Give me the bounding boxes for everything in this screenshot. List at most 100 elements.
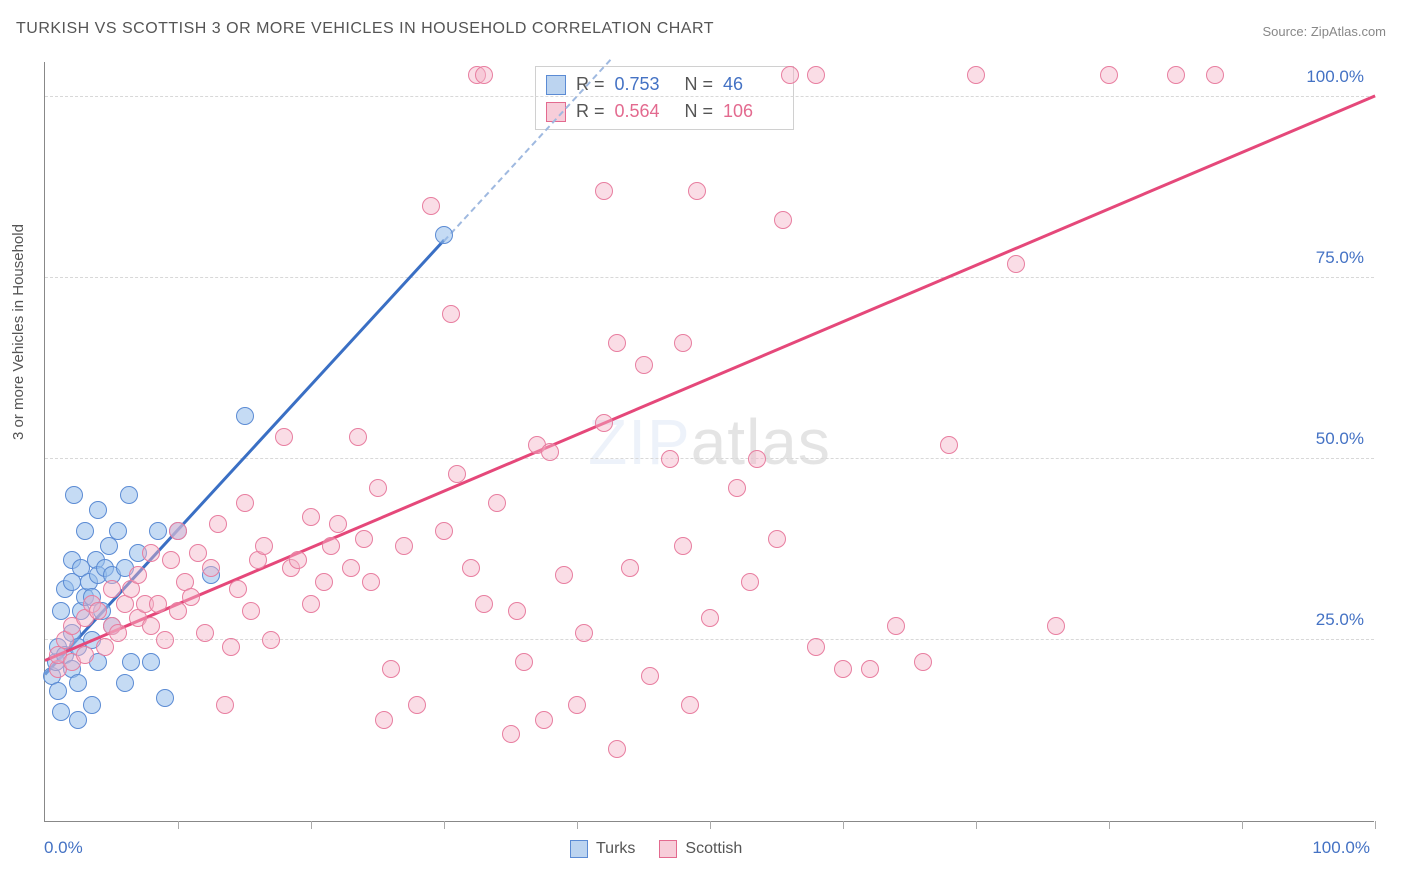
scatter-point: [156, 689, 174, 707]
x-tick: [1375, 821, 1376, 829]
scatter-point: [382, 660, 400, 678]
scatter-point: [575, 624, 593, 642]
scatter-point: [661, 450, 679, 468]
x-tick: [1242, 821, 1243, 829]
scatter-point: [189, 544, 207, 562]
scatter-point: [608, 334, 626, 352]
scatter-point: [448, 465, 466, 483]
scatter-point: [236, 494, 254, 512]
n-label: N =: [685, 98, 714, 125]
scatter-point: [142, 617, 160, 635]
scatter-point: [89, 501, 107, 519]
scatter-point: [422, 197, 440, 215]
scatter-point: [608, 740, 626, 758]
scatter-point: [142, 653, 160, 671]
scatter-point: [595, 414, 613, 432]
scatter-point: [555, 566, 573, 584]
scatter-point: [96, 638, 114, 656]
scatter-point: [674, 537, 692, 555]
y-tick-label: 100.0%: [1306, 67, 1364, 87]
x-tick: [178, 821, 179, 829]
scatter-point: [362, 573, 380, 591]
scatter-point: [76, 522, 94, 540]
scatter-point: [595, 182, 613, 200]
source-label: Source: ZipAtlas.com: [1262, 24, 1386, 39]
legend-swatch: [570, 840, 588, 858]
scatter-point: [568, 696, 586, 714]
scatter-point: [1206, 66, 1224, 84]
scatter-point: [488, 494, 506, 512]
gridline: [45, 96, 1374, 97]
scatter-point: [76, 646, 94, 664]
scatter-point: [329, 515, 347, 533]
y-tick-label: 25.0%: [1316, 610, 1364, 630]
scatter-point: [242, 602, 260, 620]
scatter-point: [69, 711, 87, 729]
scatter-point: [502, 725, 520, 743]
scatter-point: [149, 595, 167, 613]
scatter-point: [688, 182, 706, 200]
scatter-point: [229, 580, 247, 598]
scatter-point: [89, 602, 107, 620]
scatter-point: [741, 573, 759, 591]
scatter-point: [109, 522, 127, 540]
scatter-point: [967, 66, 985, 84]
legend-bottom-item: Turks: [570, 840, 635, 858]
scatter-point: [375, 711, 393, 729]
scatter-point: [914, 653, 932, 671]
scatter-point: [748, 450, 766, 468]
scatter-point: [169, 522, 187, 540]
scatter-point: [120, 486, 138, 504]
trend-line: [443, 59, 611, 241]
scatter-point: [442, 305, 460, 323]
scatter-point: [302, 595, 320, 613]
scatter-point: [768, 530, 786, 548]
x-tick: [577, 821, 578, 829]
scatter-point: [196, 624, 214, 642]
chart-title: TURKISH VS SCOTTISH 3 OR MORE VEHICLES I…: [16, 20, 714, 38]
scatter-point: [369, 479, 387, 497]
scatter-point: [681, 696, 699, 714]
scatter-point: [216, 696, 234, 714]
x-tick: [444, 821, 445, 829]
legend-top-row: R = 0.753 N = 46: [546, 71, 783, 98]
scatter-point: [52, 703, 70, 721]
scatter-point: [475, 66, 493, 84]
scatter-point: [535, 711, 553, 729]
scatter-point: [289, 551, 307, 569]
scatter-point: [701, 609, 719, 627]
scatter-point: [508, 602, 526, 620]
r-label: R =: [576, 98, 605, 125]
n-value: 106: [723, 98, 783, 125]
scatter-point: [182, 588, 200, 606]
scatter-point: [122, 653, 140, 671]
scatter-point: [156, 631, 174, 649]
scatter-point: [834, 660, 852, 678]
scatter-point: [209, 515, 227, 533]
scatter-point: [408, 696, 426, 714]
x-tick: [976, 821, 977, 829]
trend-line: [44, 94, 1375, 661]
gridline: [45, 277, 1374, 278]
legend-bottom: Turks Scottish: [570, 840, 742, 858]
y-axis-title: 3 or more Vehicles in Household: [10, 224, 27, 440]
scatter-point: [887, 617, 905, 635]
scatter-point: [109, 624, 127, 642]
x-tick: [843, 821, 844, 829]
scatter-point: [462, 559, 480, 577]
scatter-point: [275, 428, 293, 446]
scatter-point: [103, 580, 121, 598]
scatter-point: [435, 522, 453, 540]
x-tick: [710, 821, 711, 829]
scatter-point: [781, 66, 799, 84]
scatter-point: [83, 696, 101, 714]
scatter-point: [861, 660, 879, 678]
legend-bottom-item: Scottish: [659, 840, 742, 858]
y-tick-label: 75.0%: [1316, 248, 1364, 268]
scatter-point: [1100, 66, 1118, 84]
legend-label: Scottish: [685, 840, 742, 858]
scatter-point: [116, 674, 134, 692]
n-value: 46: [723, 71, 783, 98]
scatter-point: [222, 638, 240, 656]
scatter-point: [342, 559, 360, 577]
